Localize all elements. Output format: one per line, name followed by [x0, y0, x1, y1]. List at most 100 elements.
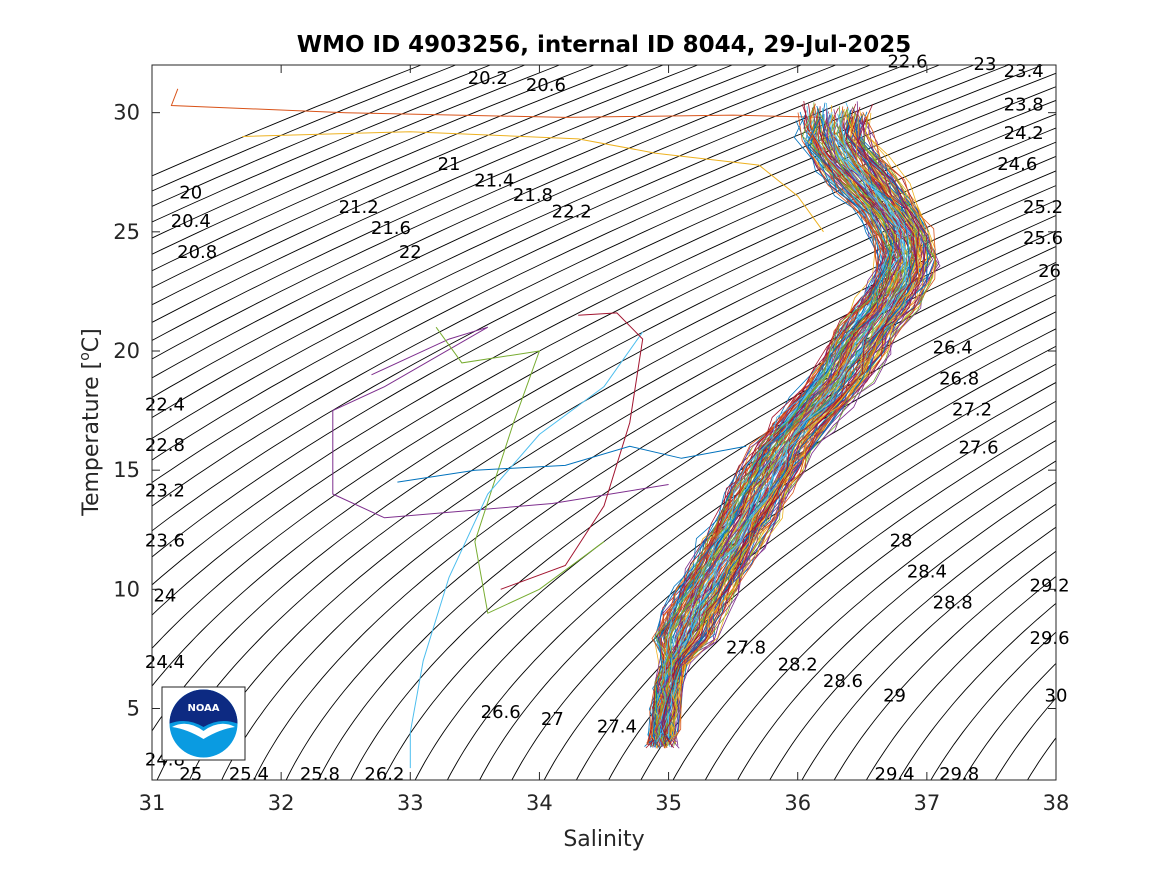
isopycnal-line [1085, 399, 1167, 792]
isopycnal-line [833, 550, 1056, 780]
isopycnal-line [152, 65, 457, 192]
isopycnal-line [285, 230, 1056, 780]
isopycnal-line [152, 155, 1056, 732]
y-tick-label: 25 [113, 220, 140, 244]
contour-label: 23.6 [145, 530, 185, 551]
x-tick-label: 35 [655, 791, 682, 815]
contour-label: 21.6 [371, 218, 411, 239]
isopycnal-line [152, 65, 1010, 484]
contour-label: 22 [399, 242, 422, 263]
outlier-profile-line [332, 326, 669, 519]
outlier-profile-line [500, 312, 644, 590]
contour-label: 20.2 [468, 68, 508, 89]
isopycnal-line [253, 215, 1056, 780]
isopycnal-line [640, 419, 1056, 780]
isopycnal-line [350, 261, 1056, 780]
contour-label: 29.4 [875, 764, 915, 785]
profile-line [651, 120, 900, 746]
x-tick-label: 33 [397, 791, 424, 815]
isopycnal-line [152, 141, 1056, 687]
contour-label: 29.2 [1030, 576, 1070, 597]
profile-line [646, 103, 881, 745]
profile-line [668, 115, 929, 744]
isopycnal-line [188, 185, 1056, 780]
y-tick-label: 15 [113, 458, 140, 482]
isopycnal-line [152, 65, 561, 239]
contour-label: 20.6 [526, 75, 566, 96]
profile-line [657, 113, 892, 742]
profile-line [664, 114, 920, 749]
y-axis-label-main: Temperature [ [79, 361, 104, 517]
isopycnal-line [704, 460, 1056, 780]
x-tick-label: 38 [1043, 791, 1070, 815]
contour-label: 23.2 [145, 480, 185, 501]
contour-label: 26.4 [933, 337, 973, 358]
isopycnal-line [769, 503, 1056, 780]
isopycnal-line [543, 363, 1056, 780]
y-tick-label: 20 [113, 339, 140, 363]
x-tick-label: 37 [913, 791, 940, 815]
y-axis: 5 10 15 20 25 30 [113, 101, 1056, 721]
isopycnal-line [152, 65, 630, 272]
contour-label: 24.2 [1004, 123, 1044, 144]
contour-label: 20.4 [171, 211, 211, 232]
y-tick-label: 10 [113, 577, 140, 601]
isopycnal-line [156, 170, 1056, 780]
x-axis-label: Salinity [563, 827, 644, 852]
profile-line [656, 115, 902, 749]
isopycnal-line [152, 65, 803, 360]
contour-label: 28 [890, 530, 913, 551]
isopycnal-line [152, 65, 872, 398]
isopycnal-line [152, 65, 769, 341]
contour-label: 22.4 [145, 395, 185, 416]
contour-label: 24 [153, 585, 176, 606]
contour-label: 28.4 [907, 561, 947, 582]
isopycnal-line [930, 631, 1056, 780]
y-tick-label: 5 [127, 697, 140, 721]
isopycnal-line [801, 526, 1056, 780]
contour-label: 29 [883, 685, 906, 706]
contour-label: 25.8 [300, 764, 340, 785]
isopycnal-line [994, 697, 1056, 780]
isopycnal-line [152, 65, 665, 289]
isopycnal-line [152, 113, 1056, 616]
y-axis-label-degree: o [77, 352, 93, 361]
isopycnal-line [152, 65, 976, 461]
contour-label: 23 [974, 54, 997, 75]
isopycnal-line [672, 439, 1056, 780]
contour-label: 22.6 [887, 51, 927, 72]
outlier-profile-line [170, 88, 824, 118]
contour-label: 24.6 [997, 154, 1037, 175]
x-tick-label: 31 [139, 791, 166, 815]
isopycnal-line [152, 127, 1056, 649]
profile-line [663, 103, 920, 743]
isopycnal-line [737, 481, 1056, 780]
contour-label: 21.8 [513, 185, 553, 206]
isopycnal-line [962, 662, 1056, 780]
contour-label: 21 [438, 154, 461, 175]
contour-label: 21.2 [339, 197, 379, 218]
noaa-logo: NOAA [161, 686, 246, 761]
x-tick-label: 34 [526, 791, 553, 815]
outlier-profile-line [435, 326, 605, 614]
contour-label: 22.8 [145, 435, 185, 456]
contour-label: 20 [179, 182, 202, 203]
profile-line [663, 118, 928, 743]
profile-line [659, 110, 910, 743]
contour-label: 25.6 [1023, 228, 1063, 249]
profile-bundle [644, 100, 941, 749]
contour-label: 27.6 [958, 437, 998, 458]
y-axis-label-unit: C] [79, 328, 104, 352]
profile-line [656, 113, 910, 742]
profile-line [660, 115, 912, 742]
y-axis-label: Temperature [oC] [77, 328, 104, 516]
profile-line [670, 117, 933, 748]
contour-label: 25.4 [229, 764, 269, 785]
contour-label: 27.8 [726, 638, 766, 659]
outlier-profiles [170, 88, 824, 769]
noaa-logo-text: NOAA [187, 703, 219, 714]
contour-label: 28.2 [778, 654, 818, 675]
profile-line [661, 106, 920, 747]
isopycnal-line [152, 65, 423, 177]
contour-label: 26 [1038, 261, 1061, 282]
